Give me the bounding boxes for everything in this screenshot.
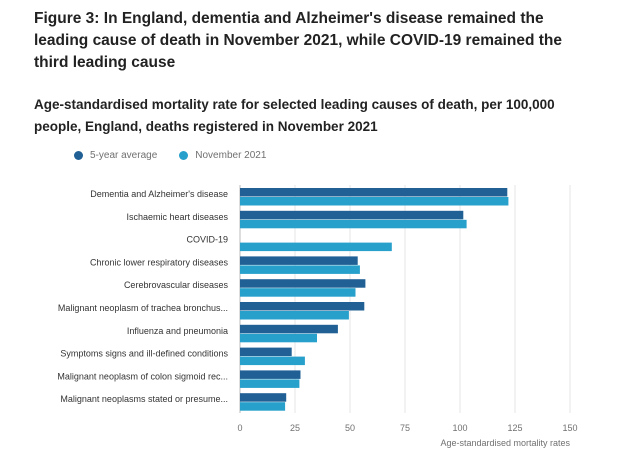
bar-november-2021-5	[240, 311, 349, 320]
x-axis-title: Age-standardised mortality rates	[440, 438, 570, 448]
category-label-4: Cerebrovascular diseases	[124, 280, 229, 290]
bar-5-year-average-7	[240, 347, 292, 357]
x-tick-label-150: 150	[562, 423, 577, 433]
category-label-7: Symptoms signs and ill-defined condition…	[60, 349, 228, 359]
category-label-8: Malignant neoplasm of colon sigmoid rec.…	[57, 371, 228, 381]
x-tick-label-125: 125	[507, 423, 522, 433]
bar-november-2021-6	[240, 333, 317, 343]
bar-november-2021-8	[240, 379, 300, 388]
bar-5-year-average-8	[240, 370, 301, 379]
category-label-2: COVID-19	[186, 235, 228, 245]
bar-5-year-average-0	[240, 188, 508, 197]
legend-item-november-2021: November 2021	[179, 150, 266, 161]
x-tick-label-0: 0	[237, 423, 242, 433]
x-tick-label-75: 75	[400, 423, 410, 433]
bar-5-year-average-5	[240, 302, 365, 311]
bar-november-2021-0	[240, 197, 509, 206]
figure-title: Figure 3: In England, dementia and Alzhe…	[34, 10, 563, 71]
bar-5-year-average-6	[240, 324, 338, 334]
legend-label-5-year-average: 5-year average	[90, 150, 158, 161]
x-tick-label-25: 25	[290, 423, 300, 433]
figure-subtitle: Age-standardised mortality rate for sele…	[34, 97, 555, 134]
category-label-9: Malignant neoplasms stated or presume...	[60, 394, 228, 404]
bar-5-year-average-3	[240, 256, 358, 265]
category-label-1: Ischaemic heart diseases	[126, 212, 228, 222]
bar-november-2021-3	[240, 265, 360, 274]
legend-dot-5-year-average	[74, 151, 83, 160]
bar-november-2021-2	[240, 242, 392, 252]
bar-november-2021-1	[240, 219, 467, 229]
category-label-5: Malignant neoplasm of trachea bronchus..…	[58, 303, 228, 313]
bar-5-year-average-4	[240, 279, 366, 288]
bar-november-2021-7	[240, 356, 305, 366]
legend-label-november-2021: November 2021	[195, 150, 267, 161]
category-label-6: Influenza and pneumonia	[127, 326, 228, 336]
x-tick-label-50: 50	[345, 423, 355, 433]
category-label-0: Dementia and Alzheimer's disease	[90, 189, 228, 199]
legend-item-5-year-average: 5-year average	[74, 150, 157, 161]
legend-dot-november-2021	[179, 151, 189, 160]
bar-november-2021-4	[240, 288, 356, 297]
bar-november-2021-9	[240, 402, 286, 411]
category-label-3: Chronic lower respiratory diseases	[90, 257, 229, 267]
bar-5-year-average-9	[240, 393, 287, 402]
chart-legend: 5-year average November 2021	[74, 150, 288, 161]
bar-5-year-average-1	[240, 210, 464, 220]
x-tick-label-100: 100	[452, 423, 467, 433]
